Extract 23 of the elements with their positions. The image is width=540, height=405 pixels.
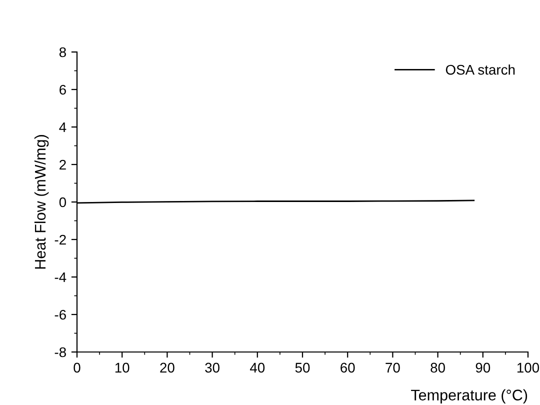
y-tick-label: -8 (54, 347, 66, 358)
y-tick-label: -6 (54, 310, 66, 320)
x-tick-label: 40 (250, 362, 265, 373)
x-tick-label: 80 (430, 362, 445, 373)
x-tick-label: 60 (340, 362, 355, 373)
x-tick-label: 90 (476, 362, 490, 373)
y-tick-label: -2 (54, 234, 66, 245)
y-tick-label: 8 (59, 47, 66, 58)
x-tick-label: 70 (386, 362, 400, 373)
x-tick-label: 20 (160, 362, 174, 373)
y-tick-label: 0 (59, 197, 66, 208)
y-tick-label: 4 (59, 122, 66, 132)
x-tick-label: 30 (205, 362, 220, 373)
x-tick-label: 10 (115, 362, 130, 373)
x-tick-label: 50 (295, 362, 310, 373)
legend-label: OSA starch (446, 64, 515, 75)
x-tick-label: 100 (517, 362, 540, 373)
y-tick-label: 2 (60, 160, 66, 170)
x-tick-label: 0 (74, 362, 80, 373)
y-axis-title: Heat Flow (mW/mg) (34, 135, 49, 269)
x-axis-title: Temperature (°C) (411, 389, 528, 404)
y-tick-label: -4 (54, 272, 66, 282)
y-tick-label: 6 (60, 84, 66, 95)
